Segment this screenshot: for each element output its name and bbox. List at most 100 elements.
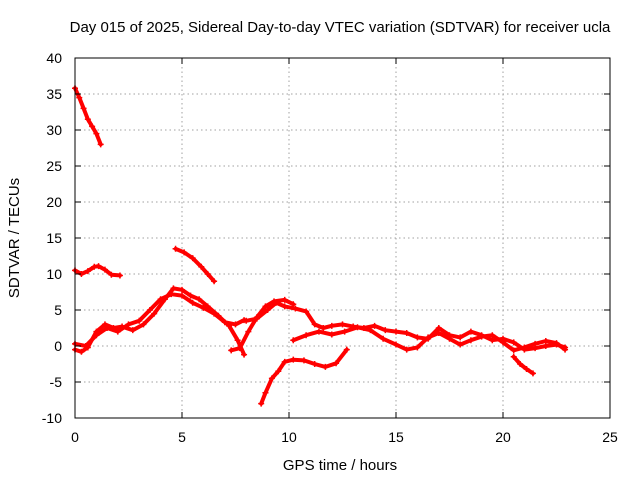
data-point	[403, 330, 410, 337]
data-point	[542, 343, 549, 349]
data-point	[281, 296, 288, 303]
series-points-track-h	[290, 324, 569, 354]
data-point	[116, 272, 123, 279]
data-point	[354, 324, 361, 331]
series-points-track-a	[72, 85, 104, 148]
data-point	[89, 123, 96, 130]
data-point	[76, 94, 83, 101]
series-points-track-c	[172, 245, 218, 285]
data-point	[339, 321, 346, 328]
data-point	[315, 328, 322, 335]
data-point	[234, 337, 241, 344]
data-point	[262, 389, 269, 396]
data-point	[562, 346, 569, 353]
y-tick-label: 35	[46, 86, 62, 102]
data-point	[435, 330, 442, 337]
x-axis-label: GPS time / hours	[283, 457, 397, 474]
data-point	[529, 370, 536, 377]
data-point	[303, 308, 310, 315]
data-point	[236, 345, 243, 352]
data-point	[467, 337, 474, 344]
data-point	[187, 292, 194, 299]
data-point	[211, 310, 218, 317]
data-point	[93, 130, 100, 137]
ticks: 0 5 10 15 20 25 -10 -5 0 5 10 15 20 25 30 35 40	[42, 50, 618, 445]
grid	[75, 58, 610, 418]
data-point	[198, 263, 205, 270]
data-point	[243, 317, 250, 324]
data-point	[311, 321, 318, 328]
data-point	[510, 339, 517, 346]
y-tick-label: 15	[46, 230, 62, 246]
data-point	[403, 346, 410, 353]
series-points-track-g	[228, 296, 297, 354]
data-point	[179, 292, 185, 299]
y-tick-label: 0	[54, 338, 62, 354]
y-tick-label: 10	[46, 266, 62, 282]
x-tick-label: 20	[495, 429, 511, 445]
y-tick-label: 40	[46, 50, 62, 66]
data-point	[322, 363, 329, 370]
data-point	[221, 319, 228, 326]
data-point	[140, 321, 147, 328]
data-point	[78, 348, 85, 355]
data-point	[146, 307, 153, 313]
data-point	[457, 341, 464, 348]
data-point	[268, 375, 275, 382]
data-point	[84, 268, 91, 275]
data-point	[271, 298, 278, 305]
data-point	[151, 310, 158, 317]
data-point	[510, 347, 517, 354]
data-point	[478, 333, 485, 340]
data-point	[425, 334, 432, 341]
series-line-track-j	[511, 354, 535, 376]
data-point	[241, 351, 248, 358]
data-point	[393, 328, 399, 335]
data-point	[275, 368, 282, 375]
data-point	[80, 105, 87, 112]
chart-title: Day 015 of 2025, Sidereal Day-to-day VTE…	[70, 19, 611, 36]
data-point	[290, 337, 297, 344]
data-point	[170, 285, 177, 292]
series-line-track-e	[73, 292, 247, 348]
data-point	[303, 332, 310, 339]
data-point	[371, 322, 378, 329]
data-point	[125, 321, 132, 328]
x-tick-label: 5	[178, 429, 186, 445]
data-point	[435, 325, 442, 331]
data-point	[311, 361, 318, 367]
data-point	[129, 327, 136, 334]
data-point	[108, 271, 115, 278]
data-point	[523, 366, 530, 373]
data-point	[82, 343, 89, 349]
data-point	[93, 332, 100, 339]
data-point	[179, 286, 185, 293]
data-point	[380, 335, 387, 342]
data-point	[367, 327, 374, 334]
data-point	[104, 325, 111, 331]
data-point	[320, 325, 327, 331]
data-point	[290, 356, 297, 363]
data-point	[211, 278, 218, 285]
data-point	[157, 296, 164, 303]
data-point	[281, 358, 288, 365]
data-point	[393, 341, 399, 348]
data-point	[328, 322, 335, 329]
data-point	[264, 307, 271, 313]
data-point	[328, 331, 335, 338]
data-point	[457, 334, 464, 341]
data-point	[189, 299, 196, 306]
data-point	[489, 337, 496, 344]
data-point	[510, 353, 517, 360]
data-point	[228, 347, 235, 354]
data-point	[136, 317, 143, 324]
data-point	[101, 266, 108, 273]
series-points-track-j	[510, 353, 536, 377]
data-point	[258, 400, 265, 407]
data-point	[168, 291, 175, 298]
data-point	[542, 337, 549, 344]
y-tick-label: 20	[46, 194, 62, 210]
data-point	[341, 328, 348, 335]
series-points-track-i	[258, 346, 350, 407]
x-tick-label: 25	[602, 429, 618, 445]
